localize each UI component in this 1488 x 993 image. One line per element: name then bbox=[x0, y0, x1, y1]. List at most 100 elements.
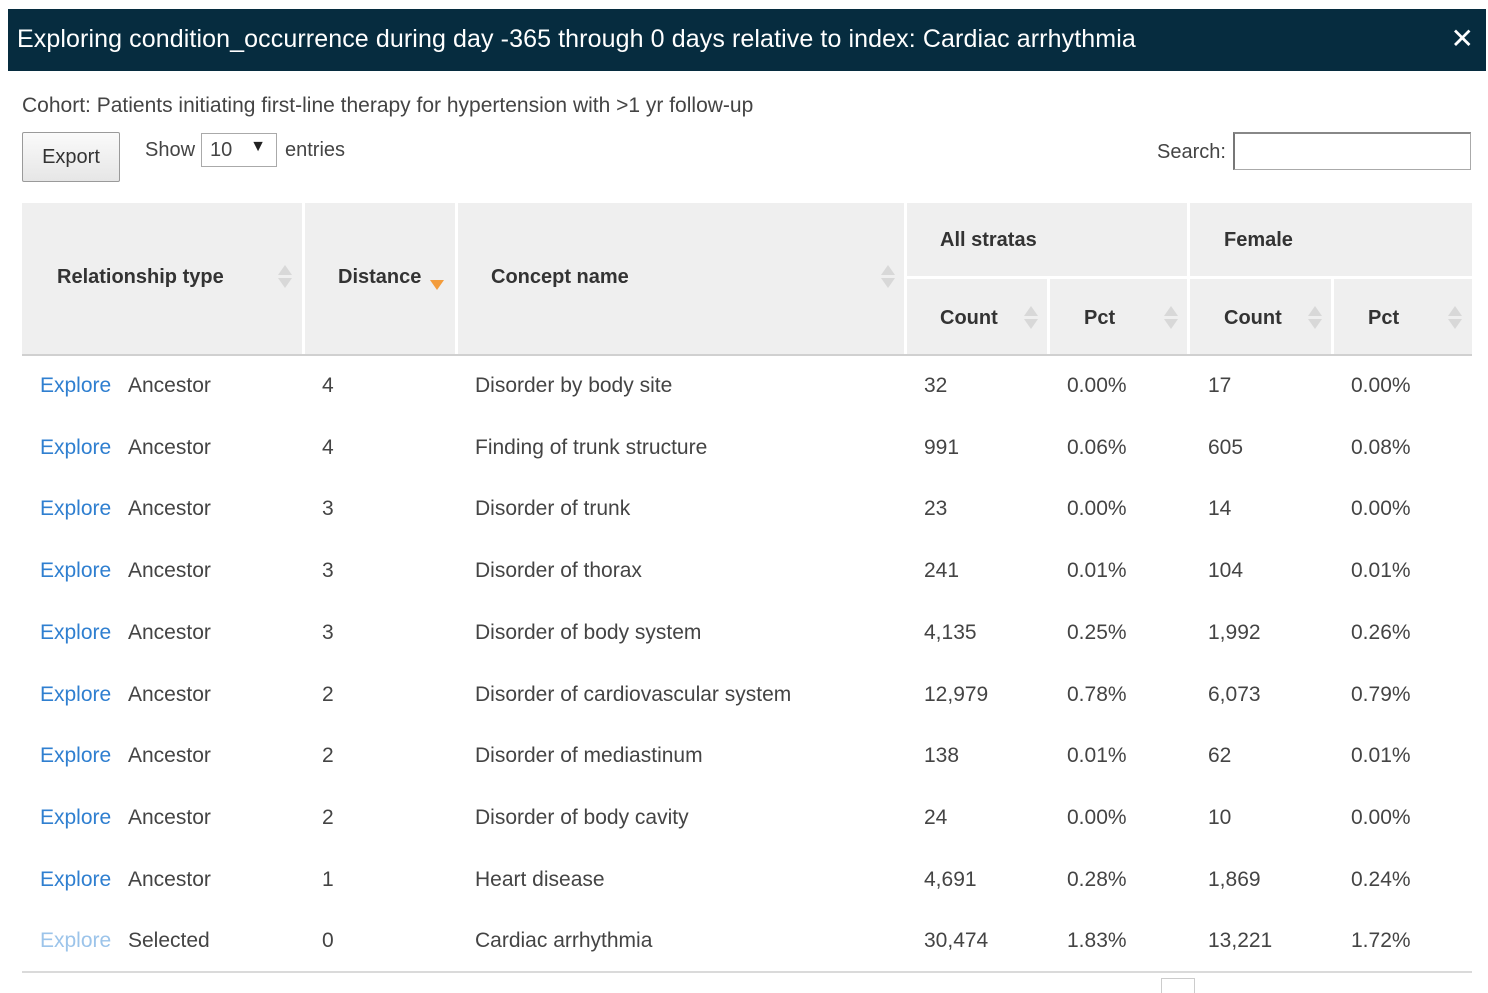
concept-name-cell: Disorder of thorax bbox=[475, 559, 642, 583]
distance-cell: 2 bbox=[322, 744, 334, 768]
dialog-title: Exploring condition_occurrence during da… bbox=[17, 25, 1136, 53]
explore-link[interactable]: Explore bbox=[40, 867, 112, 891]
export-button[interactable]: Export bbox=[22, 132, 120, 182]
all-pct-cell: 0.01% bbox=[1067, 559, 1127, 583]
all-pct-cell: 0.00% bbox=[1067, 374, 1127, 397]
entries-label: entries bbox=[285, 139, 346, 161]
entries-per-page-select[interactable]: 10 ▼ bbox=[201, 133, 277, 167]
female-pct-cell: 0.24% bbox=[1351, 867, 1411, 891]
female-count-cell: 13,221 bbox=[1208, 929, 1273, 953]
group-header-label: Female bbox=[1224, 229, 1293, 251]
concept-name-cell: Cardiac arrhythmia bbox=[475, 929, 653, 953]
table-row: Explore Selected 0 Cardiac arrhythmia 30,474… bbox=[22, 911, 1472, 972]
all-count-cell: 12,979 bbox=[924, 682, 989, 706]
relationship-type-cell: Ancestor bbox=[128, 682, 211, 706]
female-pct-cell: 0.01% bbox=[1351, 559, 1411, 583]
all-pct-cell: 0.78% bbox=[1067, 682, 1127, 706]
sort-descending-icon bbox=[430, 280, 444, 290]
concept-name-cell: Disorder of body system bbox=[475, 620, 702, 644]
table-row: Explore Ancestor 1 Heart disease 4,691 0.28% 1… bbox=[22, 850, 1472, 911]
distance-cell: 0 bbox=[322, 929, 334, 953]
concept-name-cell: Disorder of body cavity bbox=[475, 805, 689, 829]
column-header-female-pct[interactable]: Pct bbox=[1334, 279, 1472, 354]
cohort-description: Cohort: Patients initiating first-line t… bbox=[22, 94, 754, 117]
all-count-cell: 138 bbox=[924, 744, 960, 768]
distance-cell: 3 bbox=[322, 497, 334, 521]
table-row: Explore Ancestor 4 Disorder by body site 32 0… bbox=[22, 356, 1472, 417]
concept-name-cell: Disorder of cardiovascular system bbox=[475, 682, 792, 706]
table-bottom-border bbox=[22, 971, 1472, 973]
relationship-type-cell: Ancestor bbox=[128, 374, 211, 397]
search-label: Search: bbox=[1157, 141, 1226, 163]
distance-cell: 4 bbox=[322, 435, 334, 459]
chevron-down-icon: ▼ bbox=[250, 138, 266, 155]
concept-name-cell: Finding of trunk structure bbox=[475, 435, 708, 459]
explore-link[interactable]: Explore bbox=[40, 805, 112, 829]
female-pct-cell: 0.79% bbox=[1351, 682, 1411, 706]
explore-link[interactable]: Explore bbox=[40, 435, 112, 459]
column-header-label: Relationship type bbox=[57, 266, 224, 288]
all-count-cell: 23 bbox=[924, 497, 948, 521]
column-header-label: Pct bbox=[1368, 307, 1400, 329]
all-pct-cell: 0.25% bbox=[1067, 620, 1127, 644]
female-count-cell: 1,992 bbox=[1208, 620, 1261, 644]
table-row: Explore Ancestor 3 Disorder of thorax 241 0.0… bbox=[22, 541, 1472, 602]
explore-link[interactable]: Explore bbox=[40, 374, 112, 397]
column-header-label: Pct bbox=[1084, 307, 1116, 329]
concept-name-cell: Heart disease bbox=[475, 867, 605, 891]
relationship-type-cell: Ancestor bbox=[128, 559, 211, 583]
concept-name-cell: Disorder of trunk bbox=[475, 497, 631, 521]
all-count-cell: 30,474 bbox=[924, 929, 989, 953]
dialog-title-bar: Exploring condition_occurrence during da… bbox=[8, 9, 1486, 71]
female-count-cell: 10 bbox=[1208, 805, 1232, 829]
search-input[interactable] bbox=[1233, 132, 1471, 170]
column-header-label: Count bbox=[940, 307, 998, 329]
relationship-type-cell: Ancestor bbox=[128, 620, 211, 644]
all-count-cell: 991 bbox=[924, 435, 960, 459]
relationship-type-cell: Ancestor bbox=[128, 497, 211, 521]
column-header-label: Distance bbox=[338, 266, 422, 288]
relationship-type-cell: Ancestor bbox=[128, 435, 211, 459]
close-icon[interactable]: ✕ bbox=[1450, 23, 1474, 54]
relationship-type-cell: Ancestor bbox=[128, 805, 211, 829]
column-header-label: Count bbox=[1224, 307, 1282, 329]
explore-link[interactable]: Explore bbox=[40, 559, 112, 583]
column-header-distance[interactable]: Distance bbox=[305, 203, 455, 354]
all-pct-cell: 0.00% bbox=[1067, 805, 1127, 829]
female-count-cell: 62 bbox=[1208, 744, 1232, 768]
table-row: Explore Ancestor 3 Disorder of trunk 23 0.00%… bbox=[22, 479, 1472, 540]
explore-link[interactable]: Explore bbox=[40, 682, 112, 706]
female-count-cell: 14 bbox=[1208, 497, 1232, 521]
all-pct-cell: 0.01% bbox=[1067, 744, 1127, 768]
explore-link: Explore bbox=[40, 929, 112, 953]
female-count-cell: 17 bbox=[1208, 374, 1232, 397]
distance-cell: 4 bbox=[322, 374, 334, 397]
all-pct-cell: 0.00% bbox=[1067, 497, 1127, 521]
show-label: Show bbox=[145, 139, 196, 161]
table-row: Explore Ancestor 4 Finding of trunk structu… bbox=[22, 418, 1472, 479]
column-header-all-count[interactable]: Count bbox=[907, 279, 1047, 354]
relationship-type-cell: Ancestor bbox=[128, 744, 211, 768]
female-count-cell: 605 bbox=[1208, 435, 1244, 459]
all-count-cell: 4,691 bbox=[924, 867, 977, 891]
distance-cell: 1 bbox=[322, 867, 334, 891]
pagination-button[interactable] bbox=[1161, 978, 1195, 993]
female-pct-cell: 0.01% bbox=[1351, 744, 1411, 768]
all-count-cell: 241 bbox=[924, 559, 960, 583]
female-pct-cell: 0.00% bbox=[1351, 374, 1411, 397]
column-header-relationship-type[interactable]: Relationship type bbox=[22, 203, 302, 354]
table-row: Explore Ancestor 2 Disorder of cardiovascul… bbox=[22, 665, 1472, 726]
column-header-concept-name[interactable]: Concept name bbox=[458, 203, 904, 354]
table-row: Explore Ancestor 2 Disorder of mediastinum 1… bbox=[22, 726, 1472, 787]
column-header-all-pct[interactable]: Pct bbox=[1050, 279, 1187, 354]
column-header-female-count[interactable]: Count bbox=[1190, 279, 1331, 354]
explore-link[interactable]: Explore bbox=[40, 497, 112, 521]
table-row: Explore Ancestor 2 Disorder of body cavity 2… bbox=[22, 788, 1472, 849]
female-pct-cell: 0.00% bbox=[1351, 497, 1411, 521]
female-count-cell: 6,073 bbox=[1208, 682, 1261, 706]
explore-link[interactable]: Explore bbox=[40, 620, 112, 644]
all-count-cell: 24 bbox=[924, 805, 948, 829]
distance-cell: 3 bbox=[322, 559, 334, 583]
all-pct-cell: 0.28% bbox=[1067, 867, 1127, 891]
explore-link[interactable]: Explore bbox=[40, 744, 112, 768]
